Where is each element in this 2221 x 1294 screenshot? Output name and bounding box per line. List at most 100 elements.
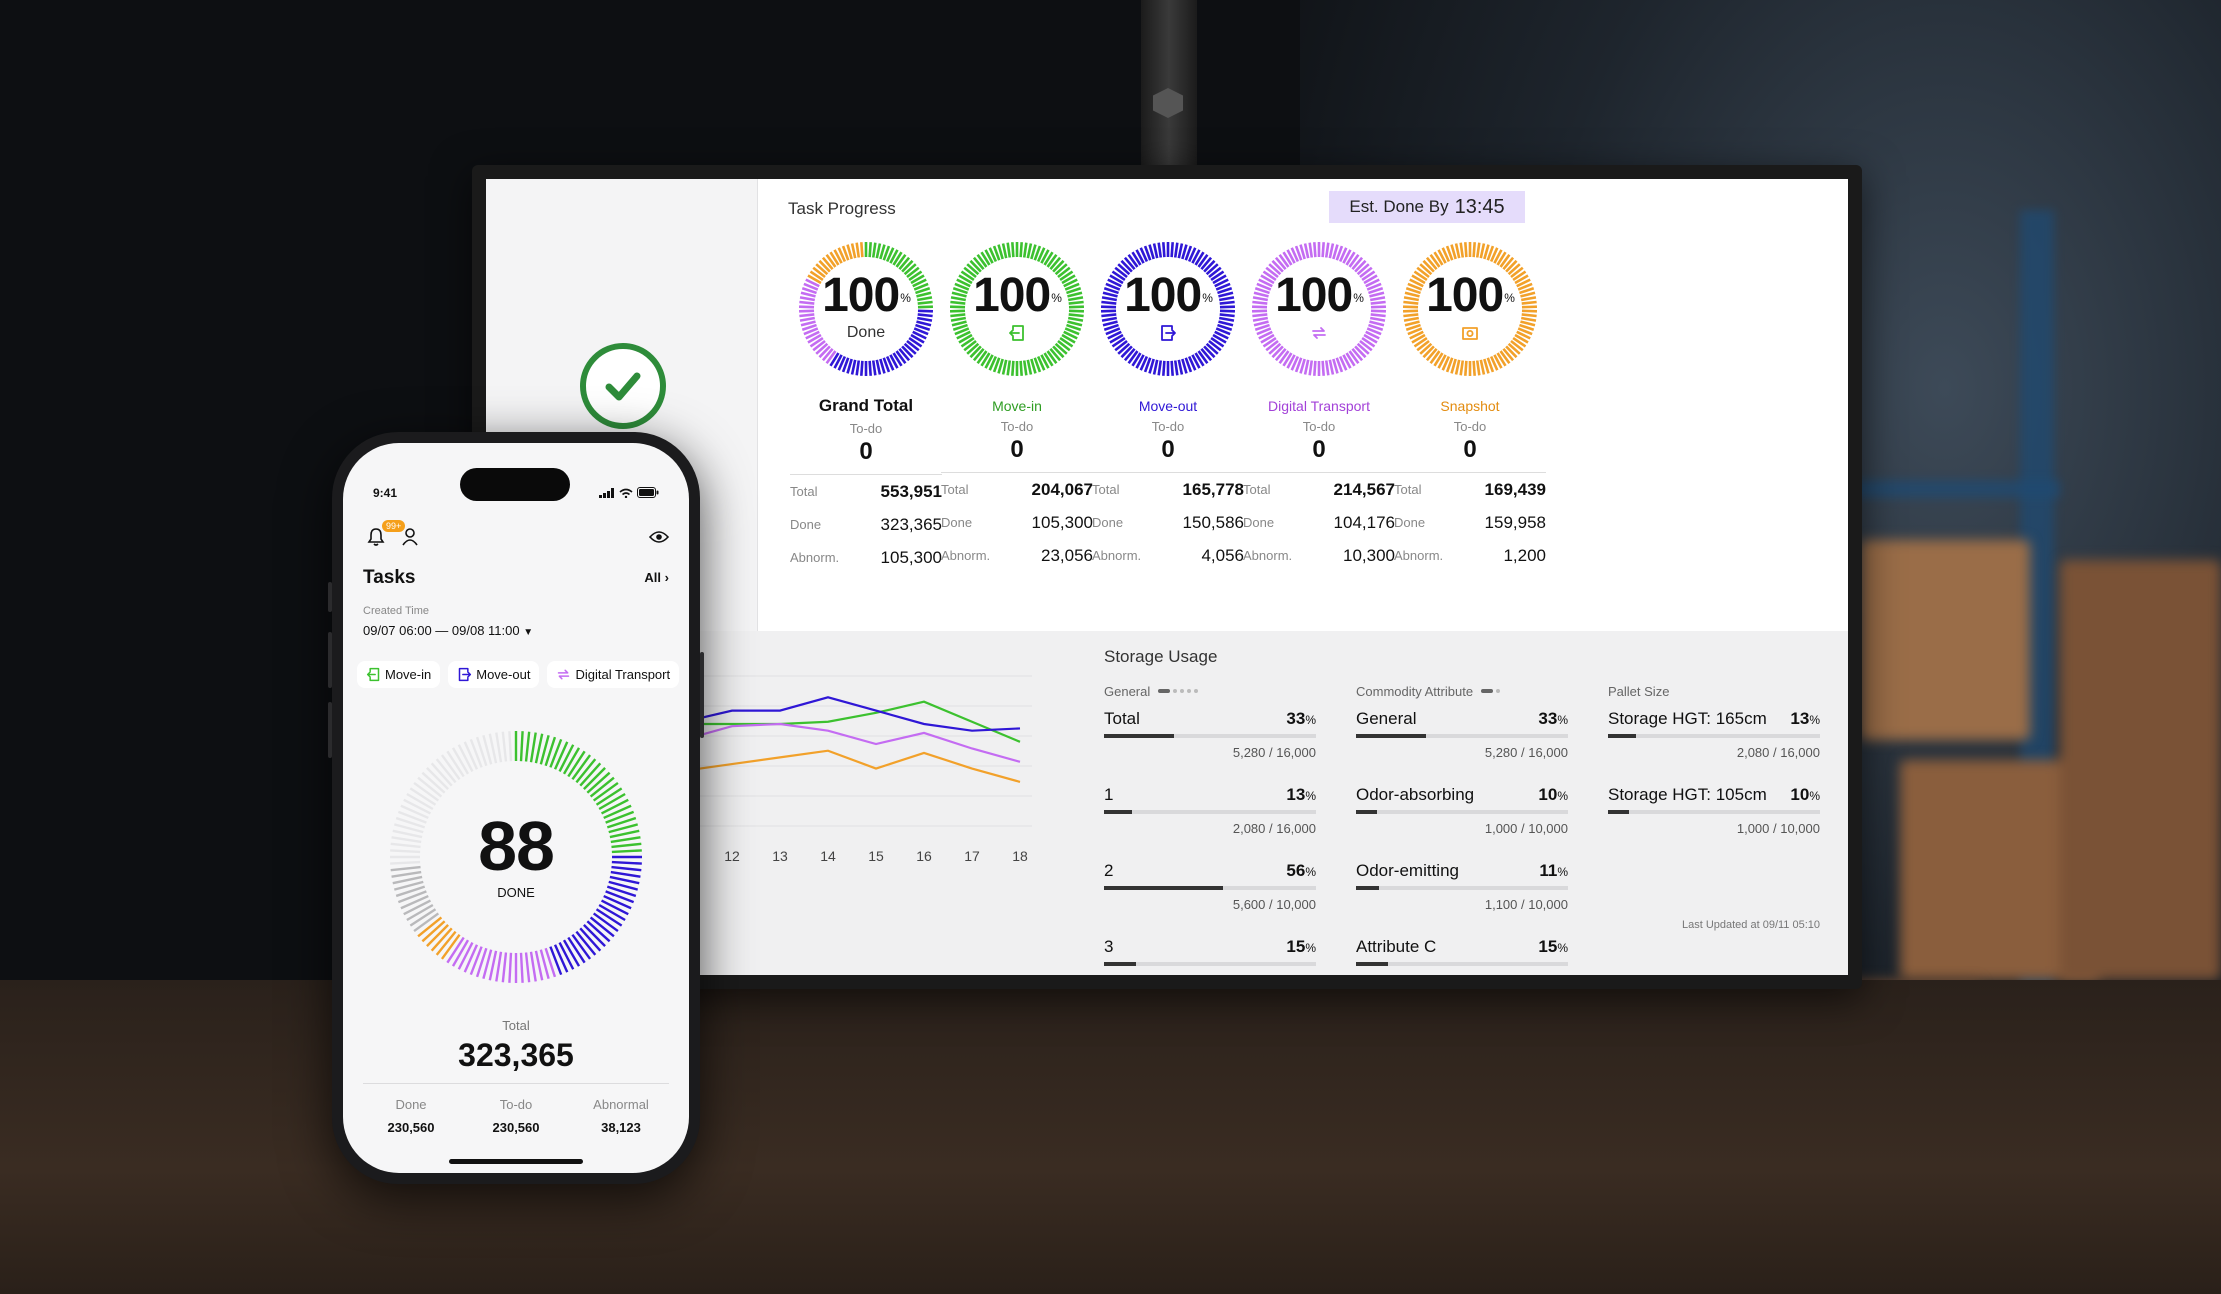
donut-segment — [421, 771, 446, 794]
donut-segment — [567, 936, 586, 964]
donut-segment — [529, 732, 537, 763]
ring-percent: % — [1051, 291, 1062, 306]
percent-unit: % — [1305, 789, 1316, 803]
percent-unit: % — [1557, 789, 1568, 803]
usage-bar-fill — [1356, 810, 1378, 814]
storage-item: 3 15% 1,560 / 10,000 — [1104, 937, 1316, 975]
percent-value: 13 — [1790, 709, 1810, 728]
todo-stat-label: To-do — [499, 1097, 533, 1112]
donut-segment — [586, 771, 611, 794]
chip-move-in[interactable]: Move-in — [357, 661, 441, 688]
donut-segment — [589, 916, 615, 938]
donut-segment — [488, 950, 498, 981]
bell-icon[interactable] — [367, 527, 385, 547]
x-tick-label: 12 — [724, 848, 740, 864]
donut-segment — [391, 870, 422, 878]
page-indicator[interactable] — [1481, 689, 1501, 693]
home-indicator[interactable] — [449, 1159, 583, 1164]
todo-label: To-do — [1453, 419, 1487, 434]
donut-segment — [524, 952, 531, 983]
storage-item-percent: 33% — [1286, 709, 1316, 729]
camera-icon — [1462, 327, 1478, 340]
task-progress-title: Task Progress — [788, 199, 896, 218]
chip-label: Move-out — [476, 667, 531, 682]
ring-category-label: Move-out — [1138, 398, 1198, 414]
ring-category-label: Move-in — [992, 398, 1042, 414]
ring-card-2: 100% Move-out To-do 0 Total 165,778 Done 150,58… — [1068, 234, 1268, 572]
x-tick-label: 15 — [868, 848, 884, 864]
usage-bar — [1356, 810, 1568, 814]
storage-item-name: Storage HGT: 165cm — [1608, 709, 1767, 728]
donut-segment — [519, 731, 524, 762]
storage-item-count: 2,080 / 16,000 — [1232, 821, 1316, 836]
created-time-filter[interactable]: 09/07 06:00 — 09/08 11:00 ▼ — [363, 623, 533, 638]
stat-row-total: Total 169,439 — [1394, 473, 1546, 506]
donut-segment — [397, 810, 427, 824]
done-value: 88 — [478, 807, 555, 885]
donut-segment — [495, 732, 503, 763]
donut-segment — [435, 930, 457, 956]
bottom-panel: 101112131415161718 Storage Usage General… — [486, 631, 1848, 975]
ring-number: 100 — [1124, 269, 1202, 322]
progress-ring: 100% Done — [791, 234, 941, 384]
todo-value: 0 — [1312, 436, 1326, 463]
donut-segment — [451, 939, 470, 967]
donut-segment — [393, 823, 424, 834]
donut-segment — [409, 787, 437, 806]
todo-label: To-do — [1302, 419, 1336, 434]
usage-bar-fill — [1356, 962, 1388, 966]
donut-segment — [586, 920, 611, 943]
eye-icon[interactable] — [649, 530, 669, 544]
notification-badge: 99+ — [382, 520, 406, 532]
all-link[interactable]: All › — [644, 570, 669, 585]
user-icon[interactable] — [401, 527, 419, 547]
donut-segment — [606, 816, 637, 829]
usage-bar — [1356, 886, 1568, 890]
donut-segment — [435, 758, 457, 784]
ring-icon-wrap — [1159, 324, 1177, 342]
usage-bar-fill — [1356, 886, 1380, 890]
line-series-3 — [635, 749, 1021, 797]
ring-number: 100 — [1275, 269, 1353, 322]
percent-unit: % — [1305, 941, 1316, 955]
donut-segment — [463, 944, 479, 973]
stat-row-total: Total 204,067 — [941, 473, 1093, 506]
donut-segment — [534, 733, 544, 764]
chip-transport[interactable]: Digital Transport — [547, 661, 680, 688]
stat-row-abn: Abnorm. 4,056 — [1092, 539, 1244, 572]
est-done-badge: Est. Done By 13:45 — [1329, 191, 1525, 223]
percent-value: 15 — [1538, 937, 1558, 956]
donut-segment — [583, 924, 606, 947]
percent-value: 10 — [1790, 785, 1810, 804]
ring-category-label: Snapshot — [1440, 398, 1500, 414]
stat-label: Done — [1394, 515, 1426, 530]
percent-unit: % — [1809, 713, 1820, 727]
stat-label: Done — [1243, 515, 1275, 530]
storage-item: Attribute C 15% 1,560 / 10,000 — [1356, 937, 1568, 975]
status-icons — [599, 487, 659, 498]
storage-column-header: General — [1104, 683, 1316, 699]
usage-bar-fill — [1356, 734, 1426, 738]
stat-label: Total — [941, 482, 969, 497]
progress-ring: 100% — [1093, 234, 1243, 384]
ring-number: 100 — [1426, 269, 1504, 322]
donut-segment — [610, 836, 641, 844]
donut-segment — [469, 738, 483, 768]
storage-item: 2 56% 5,600 / 10,000 — [1104, 861, 1316, 927]
donut-segment — [603, 804, 632, 820]
storage-item-count: 5,280 / 16,000 — [1484, 745, 1568, 760]
donut-segment — [390, 865, 421, 872]
x-tick-label: 18 — [1012, 848, 1028, 864]
chip-move-out[interactable]: Move-out — [448, 661, 540, 688]
page-indicator[interactable] — [1158, 689, 1199, 693]
storage-item: Odor-absorbing 10% 1,000 / 10,000 — [1356, 785, 1568, 851]
smartphone: 9:41 99+ — [328, 432, 704, 1184]
percent-value: 56 — [1286, 861, 1306, 880]
todo-value: 0 — [1463, 436, 1477, 463]
donut-segment — [469, 946, 483, 976]
percent-unit: % — [1557, 941, 1568, 955]
percent-value: 10 — [1538, 785, 1558, 804]
phone-screen: 9:41 99+ — [343, 443, 689, 1173]
abnormal-stat-value: 38,123 — [601, 1120, 641, 1135]
donut-segment — [611, 860, 642, 865]
